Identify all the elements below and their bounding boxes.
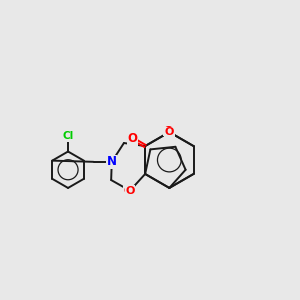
Text: O: O (125, 186, 135, 196)
Text: N: N (107, 155, 117, 168)
Text: O: O (163, 126, 172, 136)
Text: Cl: Cl (62, 131, 74, 141)
Text: Cl: Cl (62, 131, 74, 141)
Text: O: O (165, 127, 174, 137)
Text: O: O (128, 132, 137, 145)
Text: O: O (128, 132, 137, 142)
Text: N: N (107, 156, 116, 166)
Text: O: O (124, 186, 133, 196)
